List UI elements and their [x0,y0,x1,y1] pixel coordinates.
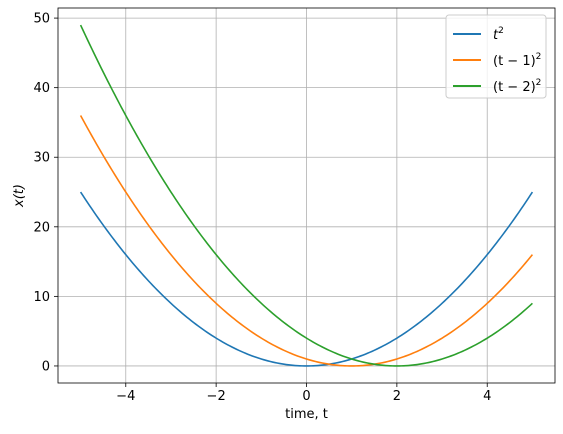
series-line-3 [79,24,533,367]
y-tick-label: 40 [33,81,50,96]
y-axis-label: x(t) [12,184,27,208]
series-line-1 [79,191,534,367]
y-tick-label: 50 [33,12,50,27]
legend-label-2-sup: 2 [536,52,542,62]
legend-entry-3: (t − 2)2 [453,78,541,95]
legend-entry-2: (t − 1)2 [453,52,541,69]
series-layer [79,24,534,367]
x-tick-label: −4 [116,389,135,404]
y-tick-label: 30 [33,151,50,166]
legend-label-1: t2 [493,26,504,43]
legend-label-2: (t − 1)2 [493,52,541,69]
x-axis-label-text: time, t [285,407,328,422]
legend: t2 (t − 1)2 (t − 2)2 [445,14,547,99]
legend-label-3-sup: 2 [536,78,542,88]
legend-label-1-sup: 2 [498,26,504,36]
x-axis-label: time, t [285,407,328,422]
legend-box [445,14,547,99]
series-line-2 [79,115,534,367]
x-tick-label: 4 [483,389,491,404]
legend-label-3-base: (t − 2) [493,80,536,95]
legend-label-1-base: t [493,28,499,43]
y-axis-label-text: x(t) [12,184,27,208]
x-tick-label: −2 [207,389,226,404]
x-tick-label: 2 [393,389,401,404]
y-tick-label: 20 [33,220,50,235]
legend-label-3: (t − 2)2 [493,78,541,95]
y-tick-label: 0 [42,359,50,374]
x-tick-label: 0 [302,389,310,404]
legend-label-2-base: (t − 1) [493,54,536,69]
legend-entry-1: t2 [453,26,504,43]
y-tick-label: 10 [33,290,50,305]
